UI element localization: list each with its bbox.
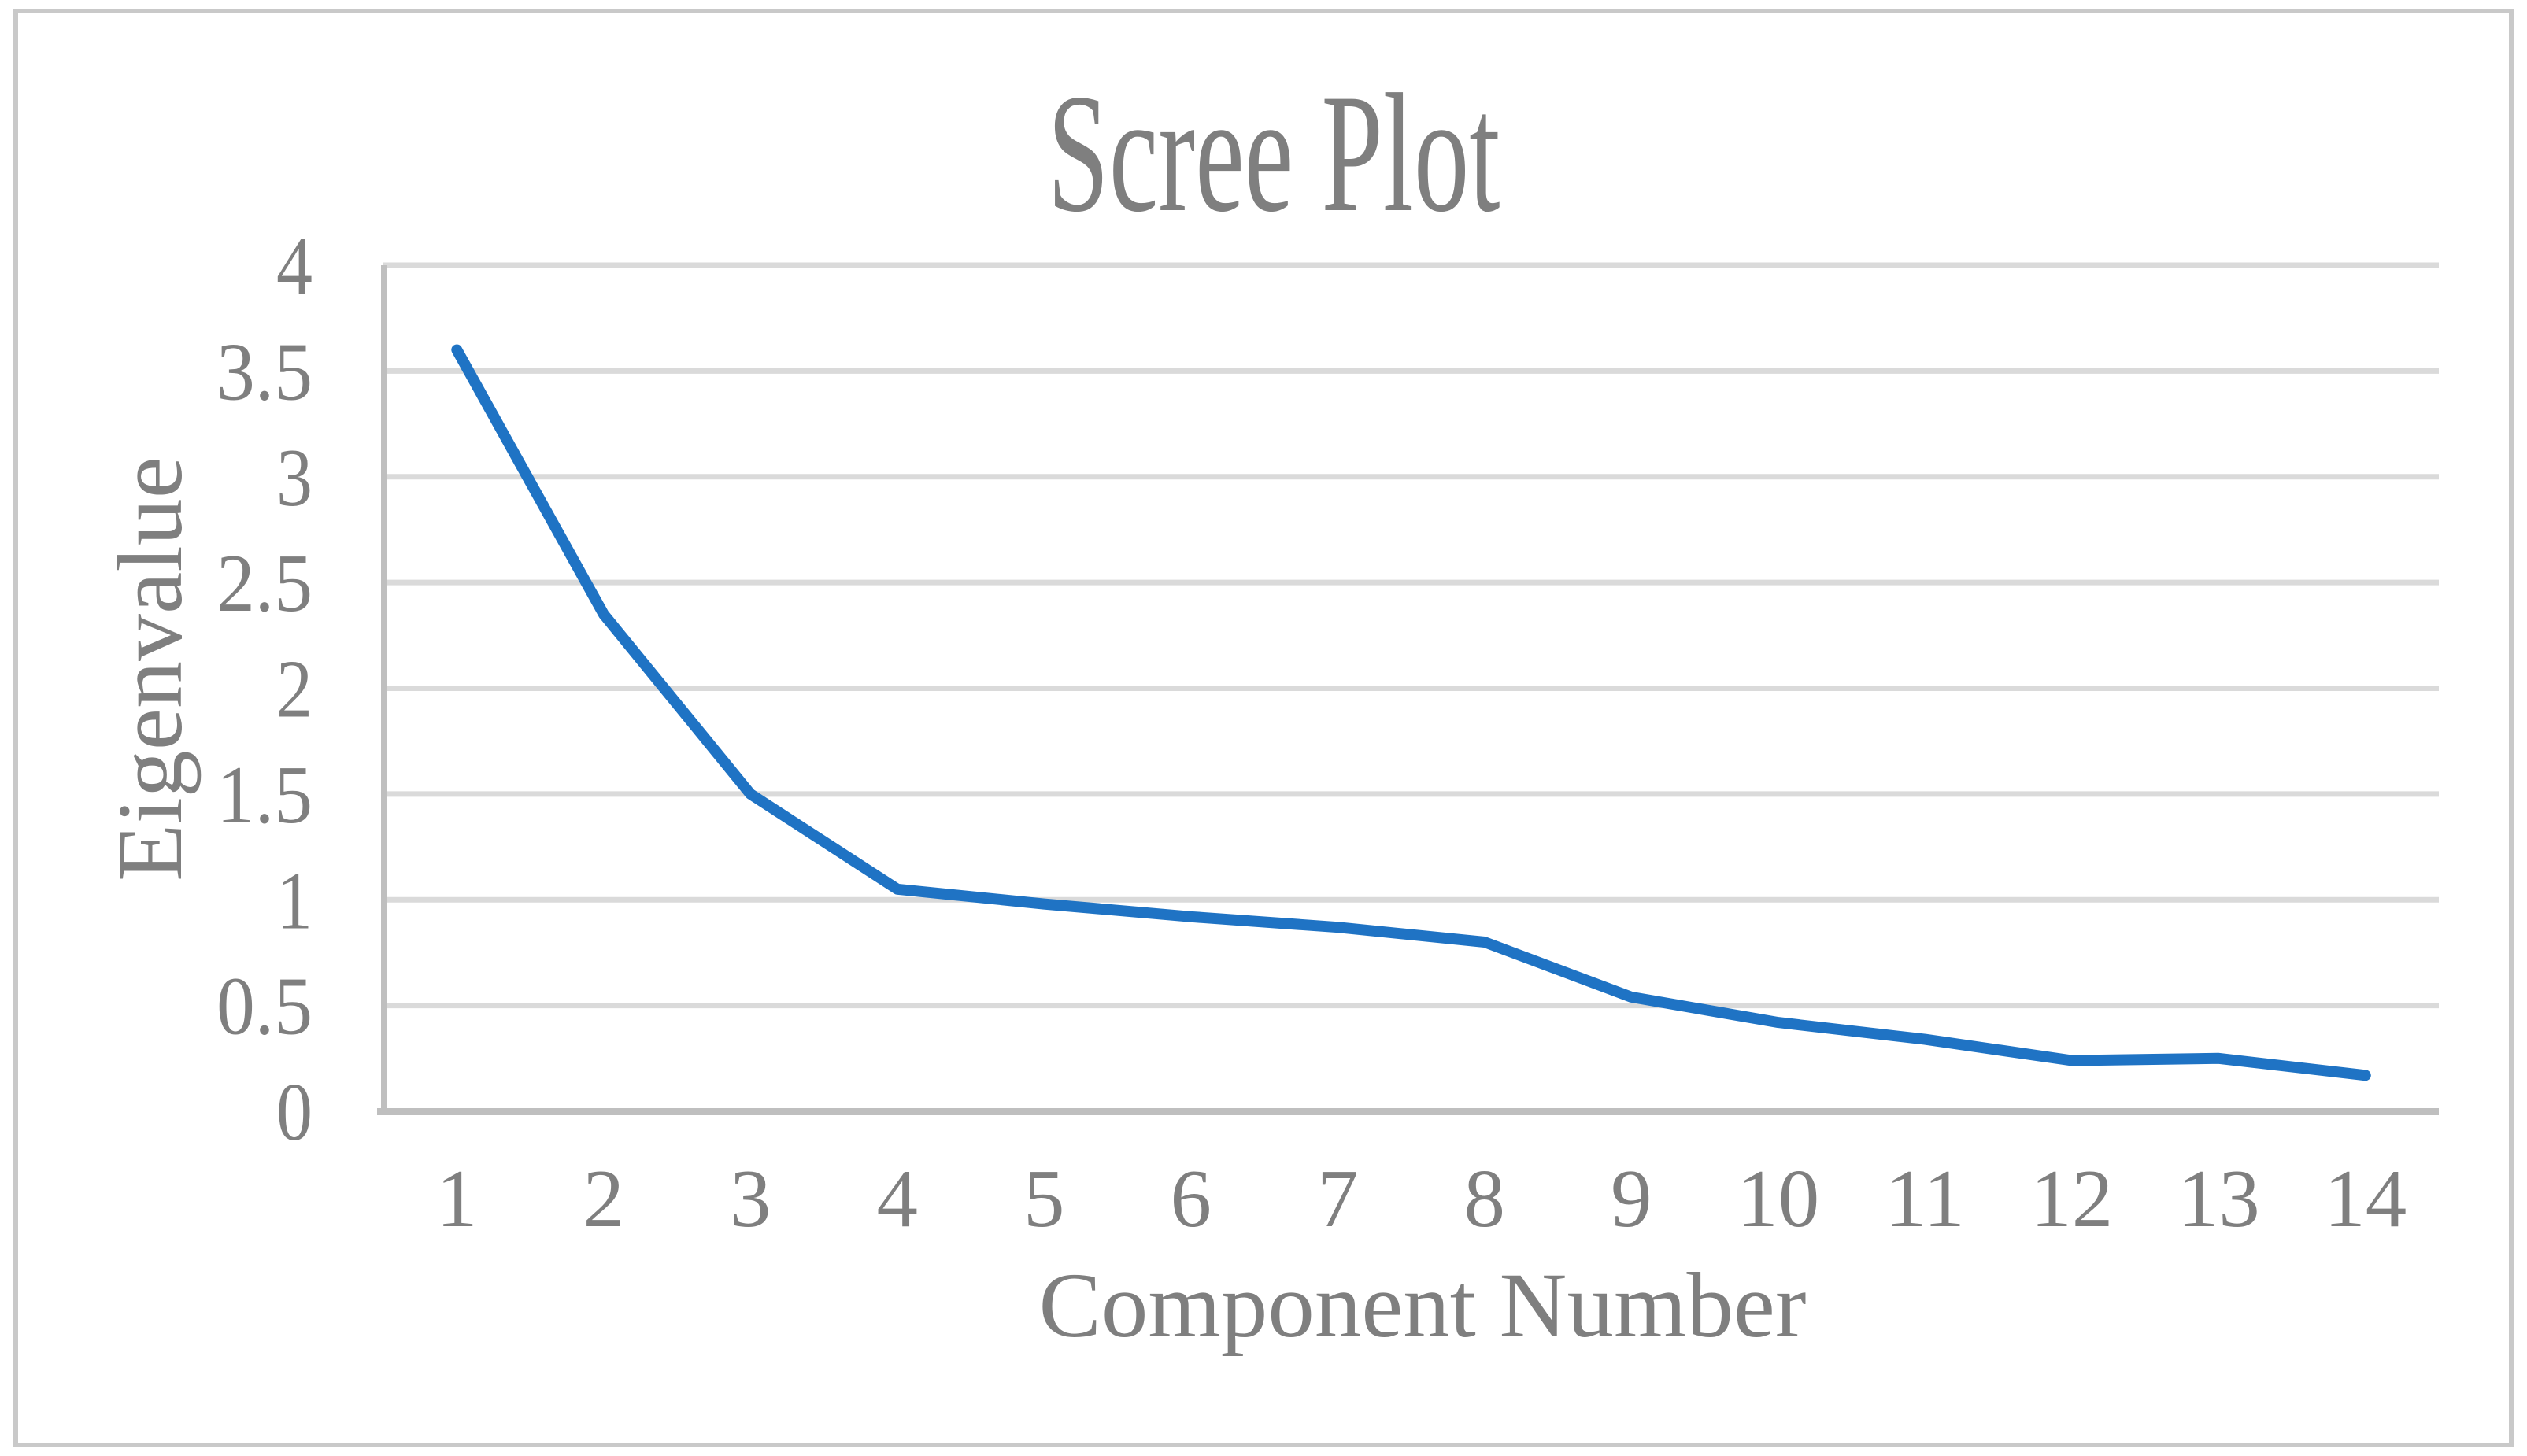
gridline [383, 579, 2439, 586]
y-axis-line [381, 265, 387, 1114]
x-tick-label: 8 [1464, 1152, 1506, 1244]
y-axis-title: Eigenvalue [98, 456, 202, 881]
x-tick-label: 1 [436, 1152, 478, 1244]
x-tick-label: 11 [1885, 1152, 1965, 1244]
y-tick-label: 2.5 [216, 537, 313, 629]
gridline [383, 474, 2439, 480]
x-tick-label: 3 [730, 1152, 771, 1244]
y-tick-label: 0 [276, 1066, 313, 1158]
y-tick-label: 4 [276, 220, 313, 312]
y-tick-label: 3 [276, 431, 313, 523]
gridline [383, 1003, 2439, 1009]
y-axis-tick-labels: 0 0.5 1 1.5 2 2.5 3 3.5 4 [216, 220, 313, 1158]
x-axis-line [377, 1108, 2439, 1115]
gridline [383, 262, 2439, 268]
x-tick-label: 13 [2177, 1152, 2260, 1244]
y-tick-label: 0.5 [216, 960, 313, 1052]
y-tick-label: 2 [276, 643, 313, 735]
x-axis-title: Component Number [1039, 1254, 1807, 1357]
gridline [383, 368, 2439, 374]
figure-border [13, 9, 2514, 1447]
x-tick-label: 10 [1737, 1152, 1819, 1244]
x-tick-label: 12 [2030, 1152, 2113, 1244]
x-tick-label: 7 [1317, 1152, 1359, 1244]
y-tick-label: 1 [276, 854, 313, 946]
eigenvalue-series-line [451, 344, 2371, 1081]
x-tick-label: 4 [877, 1152, 919, 1244]
x-axis-tick-labels: 1 2 3 4 5 6 7 8 9 10 11 12 13 14 [436, 1152, 2407, 1244]
x-tick-label: 6 [1171, 1152, 1212, 1244]
gridlines [383, 262, 2439, 1009]
y-tick-label: 1.5 [216, 748, 313, 841]
x-tick-label: 5 [1023, 1152, 1065, 1244]
gridline [383, 896, 2439, 903]
y-tick-label: 3.5 [216, 325, 313, 417]
chart-title: Scree Plot [1048, 59, 1500, 247]
x-tick-label: 14 [2324, 1152, 2407, 1244]
gridline [383, 686, 2439, 691]
gridline [383, 791, 2439, 797]
x-tick-label: 2 [583, 1152, 625, 1244]
x-tick-label: 9 [1611, 1152, 1652, 1244]
